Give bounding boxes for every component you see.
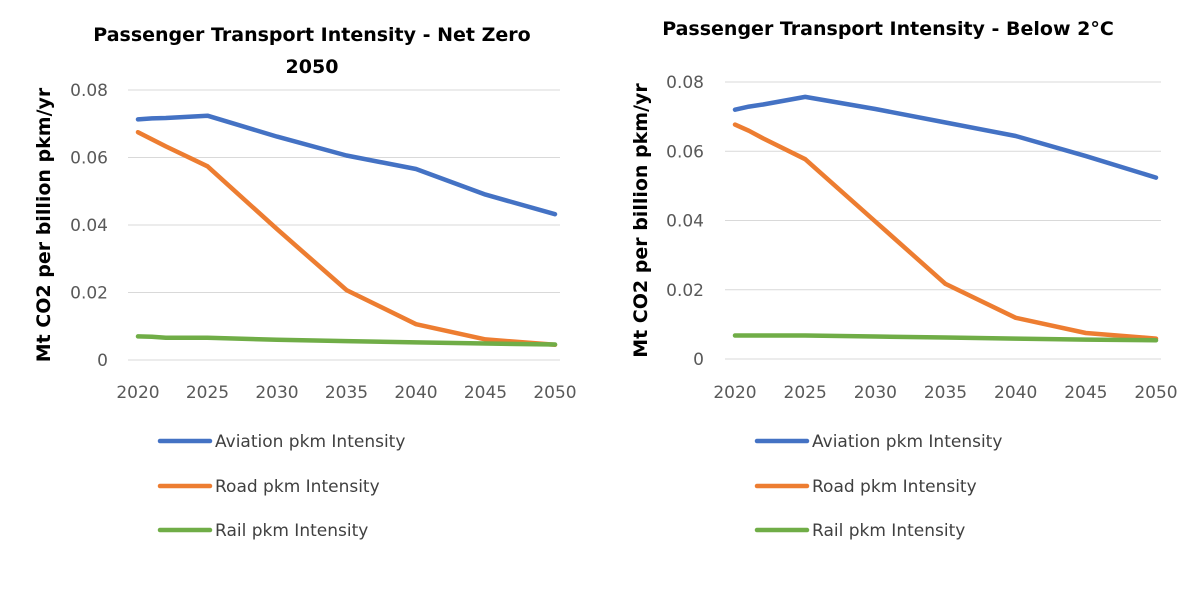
legend-label-road-pkm-intensity: Road pkm Intensity [812, 477, 977, 497]
series-line-road-pkm-intensity [732, 122, 1159, 341]
x-tick-label: 2025 [186, 383, 229, 403]
y-tick-label: 0.06 [666, 142, 704, 162]
chart-title: Passenger Transport Intensity - Below 2°… [662, 18, 1114, 40]
x-tick-label: 2030 [854, 383, 897, 403]
x-tick-label: 2045 [1064, 383, 1107, 403]
y-tick-label: 0.02 [666, 281, 704, 301]
y-axis-label: Mt CO2 per billion pkm/yr [630, 83, 652, 358]
y-tick-label: 0.08 [666, 73, 704, 93]
x-tick-label: 2045 [464, 383, 507, 403]
series-line-aviation-pkm-intensity [135, 113, 558, 217]
x-tick-label: 2050 [1134, 383, 1177, 403]
chart-title: Passenger Transport Intensity - Net Zero [93, 24, 530, 46]
chart-net-zero-2050: Passenger Transport Intensity - Net Zero… [0, 0, 600, 589]
y-tick-label: 0.04 [666, 212, 704, 232]
x-tick-label: 2025 [784, 383, 827, 403]
chart-svg-net-zero-2050: Passenger Transport Intensity - Net Zero… [33, 24, 577, 541]
y-axis-label: Mt CO2 per billion pkm/yr [33, 87, 55, 362]
y-tick-label: 0 [693, 350, 704, 370]
series-line-road-pkm-intensity [135, 129, 558, 348]
series-line-rail-pkm-intensity [732, 333, 1159, 343]
series-line-rail-pkm-intensity [135, 334, 558, 347]
legend-label-rail-pkm-intensity: Rail pkm Intensity [215, 521, 368, 541]
x-tick-label: 2035 [325, 383, 368, 403]
chart-svg-below-2c: Passenger Transport Intensity - Below 2°… [630, 18, 1178, 541]
x-tick-label: 2020 [116, 383, 159, 403]
chart-below-2c: Passenger Transport Intensity - Below 2°… [600, 0, 1203, 589]
x-tick-label: 2040 [394, 383, 437, 403]
x-tick-label: 2030 [255, 383, 298, 403]
legend-label-aviation-pkm-intensity: Aviation pkm Intensity [215, 432, 405, 452]
y-tick-label: 0.06 [70, 149, 108, 169]
x-tick-label: 2035 [924, 383, 967, 403]
y-tick-label: 0.04 [70, 216, 108, 236]
legend-label-rail-pkm-intensity: Rail pkm Intensity [812, 521, 965, 541]
legend-label-road-pkm-intensity: Road pkm Intensity [215, 477, 380, 497]
legend-label-aviation-pkm-intensity: Aviation pkm Intensity [812, 432, 1002, 452]
chart-title: 2050 [286, 56, 339, 78]
x-tick-label: 2020 [713, 383, 756, 403]
y-tick-label: 0 [97, 351, 108, 371]
x-tick-label: 2040 [994, 383, 1037, 403]
y-tick-label: 0.08 [70, 81, 108, 101]
x-tick-label: 2050 [533, 383, 576, 403]
y-tick-label: 0.02 [70, 284, 108, 304]
series-line-aviation-pkm-intensity [732, 94, 1159, 180]
